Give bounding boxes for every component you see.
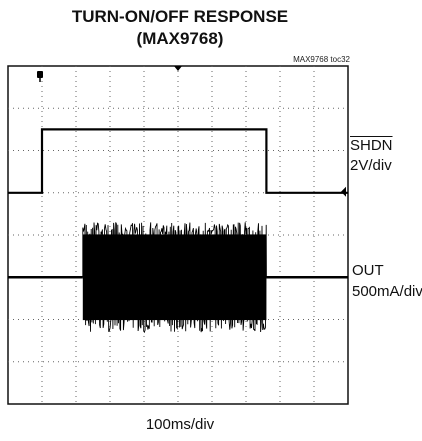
series-label-out: OUT [352,262,384,279]
x-axis-label: 100ms/div [145,416,215,433]
series-label-shdn: SHDN [350,137,393,154]
series-scale-shdn: 2V/div [350,157,392,174]
chart-title: TURN-ON/OFF RESPONSE [71,7,289,26]
figure-id: MAX9768 toc32 [293,55,350,64]
series-scale-out: 500mA/div [352,283,422,300]
plot-traces [8,128,348,334]
ground-marker [37,71,43,78]
trigger-level-arrow [341,186,346,197]
chart-subtitle: (MAX9768) [136,29,224,48]
plot-markers [37,66,346,197]
series-line-shdn [8,128,348,194]
series-burst-out [82,222,267,334]
trigger-arrow [174,66,182,71]
